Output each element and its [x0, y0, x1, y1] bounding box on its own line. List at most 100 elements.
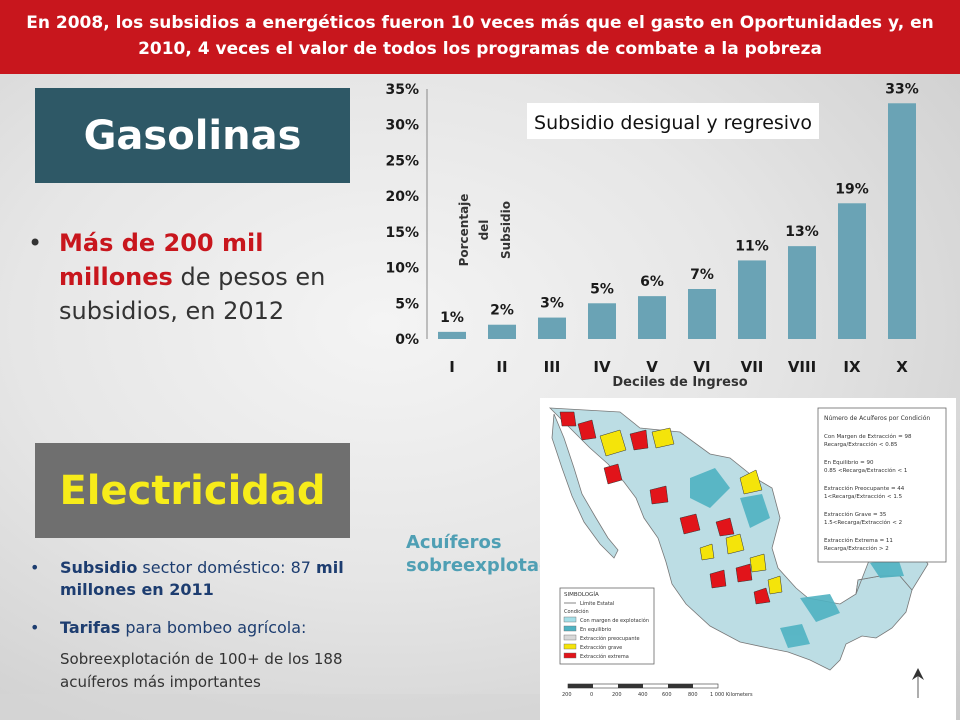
- aquifer-map: Número de Acuíferos por Condición Con Ma…: [540, 398, 956, 720]
- y-axis-label-word: Porcentaje: [457, 194, 471, 267]
- svg-text:Extracción Preocupante = 44: Extracción Preocupante = 44: [824, 485, 905, 492]
- svg-text:Extracción preocupante: Extracción preocupante: [580, 635, 640, 642]
- x-tick-label: VIII: [788, 358, 816, 376]
- baja-california: [551, 413, 619, 559]
- x-tick-label: II: [496, 358, 507, 376]
- chart-title: Subsidio desigual y regresivo: [534, 112, 812, 134]
- electricidad-bullet-1: Subsidio sector doméstico: 87 mil millon…: [60, 557, 360, 601]
- svg-text:Con margen de explotación: Con margen de explotación: [580, 617, 649, 624]
- data-label: 2%: [490, 303, 514, 319]
- simbologia-items: Límite Estatal Condición Con margen de e…: [563, 600, 649, 660]
- bottom-strip: [0, 694, 540, 720]
- bullet-dot-icon: •: [30, 558, 40, 577]
- gasolinas-bullet-rest: de pesos en subsidios, en 2012: [59, 263, 326, 325]
- bar: [838, 203, 866, 339]
- svg-text:0: 0: [590, 692, 593, 698]
- y-tick-label: 0%: [395, 332, 419, 348]
- x-tick-label: IX: [843, 358, 861, 376]
- equilibrium-patches: [690, 468, 904, 648]
- subsidio-rest: sector doméstico: 87: [137, 558, 317, 577]
- map-legend-title: Número de Acuíferos por Condición: [824, 415, 930, 422]
- data-label: 33%: [885, 81, 919, 97]
- bullet-dot-icon: •: [30, 618, 40, 637]
- bar: [488, 324, 516, 339]
- map-legend-box: [817, 407, 947, 563]
- bar: [738, 260, 766, 339]
- gasolinas-title-box: Gasolinas: [35, 88, 350, 183]
- bar: [888, 103, 916, 340]
- svg-text:1<Recarga/Extracción < 1.5: 1<Recarga/Extracción < 1.5: [824, 493, 903, 500]
- gasolinas-bullet-text: Más de 200 mil millones de pesos en subs…: [59, 226, 354, 328]
- bar: [438, 331, 466, 339]
- subsidio-bold: Subsidio: [60, 558, 138, 577]
- svg-text:Recarga/Extracción > 2: Recarga/Extracción > 2: [824, 545, 889, 552]
- svg-text:En equilibrio: En equilibrio: [580, 627, 611, 633]
- y-tick-label: 30%: [385, 118, 419, 134]
- bar: [638, 296, 666, 339]
- y-tick-label: 15%: [385, 225, 419, 241]
- data-label: 19%: [835, 181, 869, 197]
- y-tick-label: 10%: [385, 261, 419, 277]
- svg-text:Con Margen de Extracción = 98: Con Margen de Extracción = 98: [824, 433, 912, 440]
- aquifers-label: Acuíferos sobreexplotados: [406, 532, 576, 576]
- y-tick-label: 25%: [385, 153, 419, 169]
- svg-text:Extracción extrema: Extracción extrema: [580, 653, 629, 660]
- svg-text:Extracción grave: Extracción grave: [580, 644, 622, 651]
- bar: [788, 246, 816, 339]
- y-axis-label-word: del: [477, 220, 491, 241]
- y-tick-label: 35%: [385, 82, 419, 98]
- svg-text:Recarga/Extracción < 0.85: Recarga/Extracción < 0.85: [824, 441, 898, 448]
- y-tick-label: 20%: [385, 189, 419, 205]
- tarifas-bold: Tarifas: [60, 618, 121, 637]
- x-tick-label: V: [646, 358, 658, 376]
- north-arrow-icon: [912, 668, 924, 698]
- subsidy-chart: 0% 5% 10% 15% 20% 25% 30% 35% 1% I 2% II 3% III 5% IV 6%…: [385, 81, 919, 390]
- x-tick-label: III: [544, 358, 561, 376]
- x-tick-label: I: [449, 358, 455, 376]
- electricidad-bullet-2: Tarifas para bombeo agrícola:: [60, 617, 360, 639]
- gasolinas-title: Gasolinas: [83, 112, 302, 159]
- map-scale-bar: 200 0 200 400 600 800 1 000 Kilometers: [562, 683, 753, 698]
- electricidad-title: Electricidad: [59, 467, 326, 514]
- svg-text:200: 200: [612, 692, 622, 698]
- bar: [538, 317, 566, 339]
- data-label: 5%: [590, 281, 614, 297]
- svg-text:600: 600: [662, 692, 672, 698]
- x-tick-label: VII: [741, 358, 764, 376]
- grave-patches: [599, 427, 783, 595]
- bar: [688, 289, 716, 339]
- headline-text: En 2008, los subsidios a energéticos fue…: [26, 13, 934, 59]
- gasolinas-amount: Más de 200 mil millones: [59, 229, 264, 291]
- svg-text:Condición: Condición: [564, 608, 589, 615]
- data-label: 7%: [690, 267, 714, 283]
- simbologia-title: SIMBOLOGÍA: [564, 591, 599, 598]
- data-label: 3%: [540, 296, 564, 312]
- electricidad-title-box: Electricidad: [35, 443, 350, 538]
- y-tick-label: 5%: [395, 296, 419, 312]
- extreme-patches: [559, 411, 771, 605]
- svg-text:1 000 Kilometers: 1 000 Kilometers: [710, 692, 753, 698]
- svg-text:Límite Estatal: Límite Estatal: [580, 600, 614, 607]
- svg-text:1.5<Recarga/Extracción < 2: 1.5<Recarga/Extracción < 2: [824, 519, 902, 526]
- svg-text:800: 800: [688, 692, 698, 698]
- x-tick-label: X: [896, 358, 908, 376]
- data-label: 11%: [735, 238, 769, 254]
- data-label: 13%: [785, 224, 819, 240]
- subsidio-amount: mil millones en 2011: [60, 558, 344, 599]
- headline-banner: En 2008, los subsidios a energéticos fue…: [0, 0, 960, 74]
- svg-text:Extracción Grave = 35: Extracción Grave = 35: [824, 511, 887, 518]
- bullet-dot-icon: •: [28, 229, 43, 257]
- x-tick-label: IV: [593, 358, 611, 376]
- data-label: 1%: [440, 310, 464, 326]
- bar: [588, 303, 616, 339]
- chart-title-box: [527, 103, 819, 139]
- svg-text:200: 200: [562, 692, 572, 698]
- data-label: 6%: [640, 274, 664, 290]
- y-axis-label-word: Subsidio: [499, 201, 513, 259]
- x-axis-label: Deciles de Ingreso: [612, 375, 747, 390]
- x-tick-label: VI: [693, 358, 710, 376]
- svg-text:0.85 <Recarga/Extracción < 1: 0.85 <Recarga/Extracción < 1: [824, 467, 907, 474]
- tarifas-rest: para bombeo agrícola:: [120, 618, 307, 637]
- overexploitation-note: Sobreexplotación de 100+ de los 188 acuí…: [60, 650, 343, 691]
- svg-text:Extracción Extrema = 11: Extracción Extrema = 11: [824, 537, 893, 544]
